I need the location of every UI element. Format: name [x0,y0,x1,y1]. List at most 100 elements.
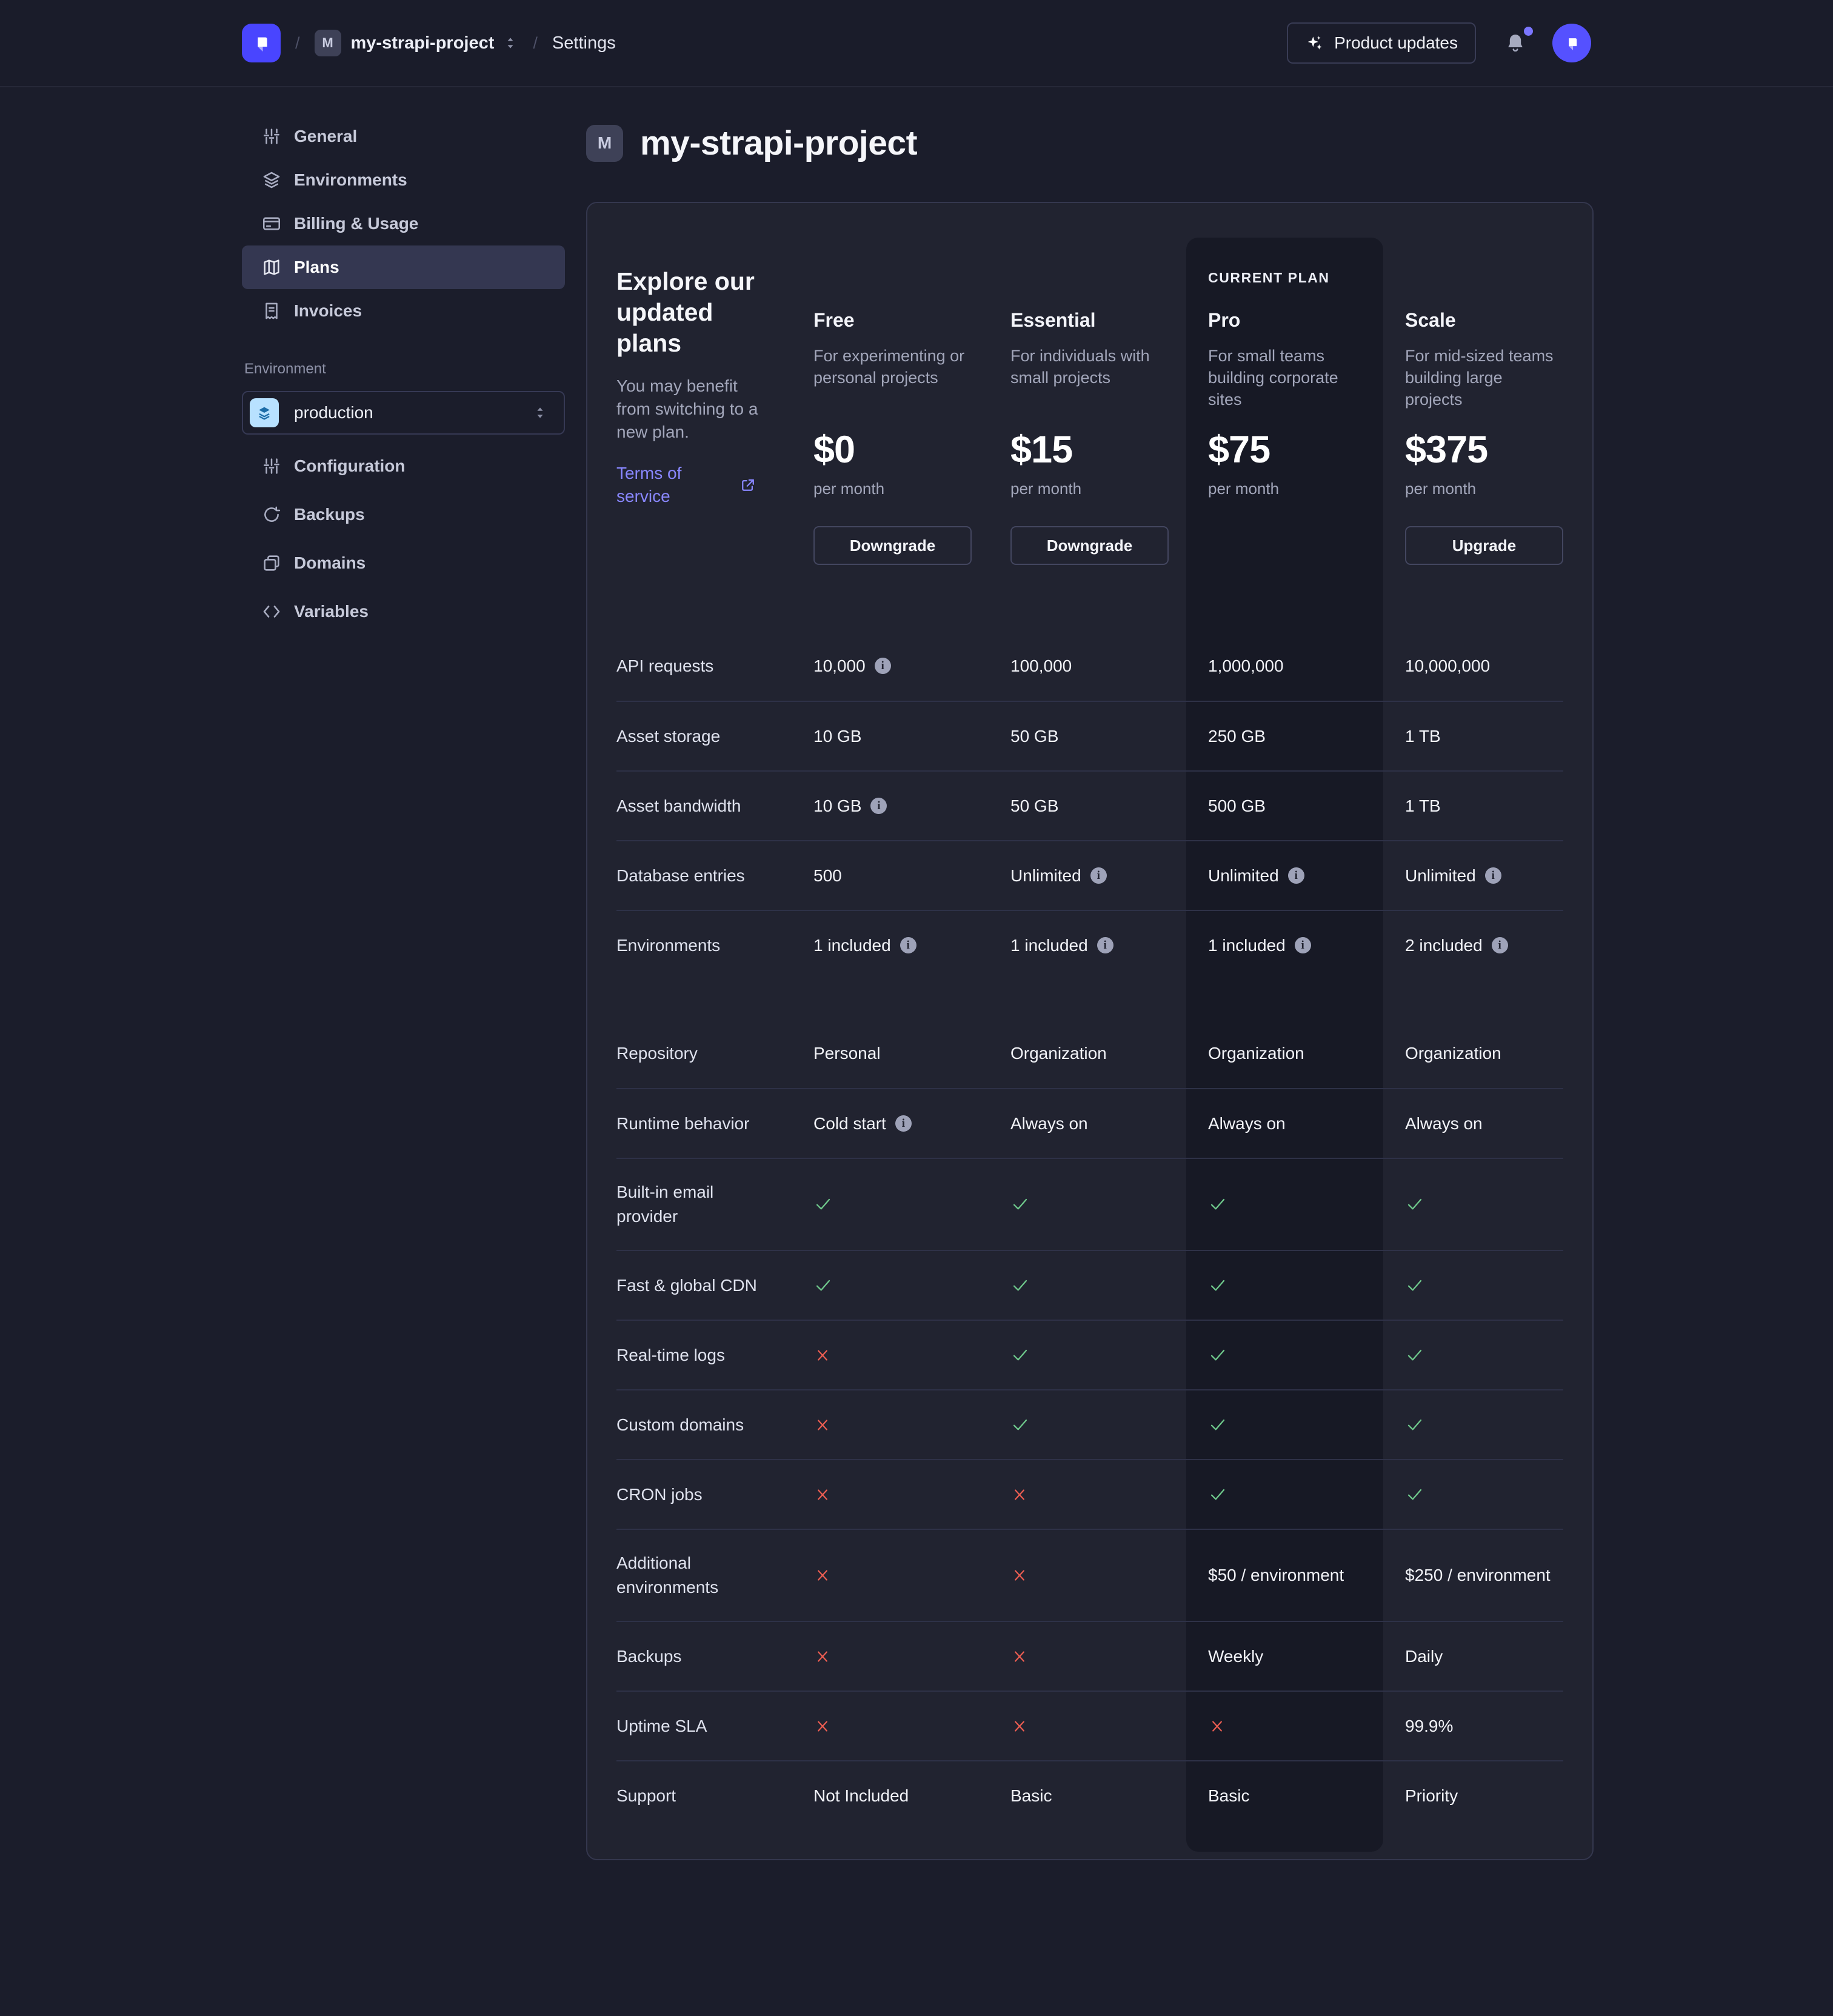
feature-label: Backups [616,1646,682,1666]
feature-label: Asset storage [616,726,721,746]
feature-value-text: Daily [1405,1646,1443,1666]
feature-row: Fast & global CDN [616,1250,1563,1320]
check-icon [1407,1489,1422,1500]
feature-value-text: 100,000 [1010,656,1072,675]
code-icon [263,606,280,618]
info-icon[interactable]: i [1491,937,1508,953]
cross-icon [818,1720,827,1732]
feature-value: 10,000,000 [1405,656,1563,676]
sidebar-item-general[interactable]: General [242,115,565,158]
sidebar-item-invoices[interactable]: Invoices [242,289,565,333]
plans-intro-title: Explore our updated plans [616,267,755,357]
info-icon[interactable]: i [895,1115,912,1132]
product-updates-button[interactable]: Product updates [1287,22,1476,64]
sidebar-item-billing-usage[interactable]: Billing & Usage [242,202,565,245]
feature-row: Built-in email provider [616,1158,1563,1250]
feature-value [1405,1415,1563,1435]
feature-value: 10 GB i [813,796,1010,816]
feature-label: Support [616,1786,676,1805]
cross-icon [1015,1489,1024,1500]
avatar[interactable] [1552,24,1591,62]
chevron-updown-icon [537,407,543,418]
check-icon [1013,1349,1027,1360]
feature-value-text: Not Included [813,1786,909,1805]
plan-price: $0 [813,429,855,471]
downgrade-button-free[interactable]: Downgrade [813,526,972,565]
feature-value: 1 TB [1405,727,1563,746]
sidebar-item-plans[interactable]: Plans [242,245,565,289]
current-plan-highlight [1186,238,1383,1852]
sidebar-item-label: Variables [294,602,369,621]
sidebar-item-label: General [294,127,358,145]
feature-row: Support Not Included Basic Basic Priority [616,1760,1563,1830]
info-icon[interactable]: i [1484,867,1501,884]
info-icon[interactable]: i [1287,867,1304,884]
layers-icon [259,407,270,420]
feature-value [813,1416,1010,1434]
feature-value: 50 GB [1010,796,1208,816]
feature-value [1405,1346,1563,1365]
feature-row: Uptime SLA 99.9% [616,1691,1563,1760]
feature-label: Additional environments [616,1554,719,1597]
plans-header: Explore our updated plans You may benefi… [587,203,1592,631]
feature-value [1405,1485,1563,1504]
breadcrumb-project[interactable]: M my-strapi-project [314,30,519,56]
downgrade-button-essential[interactable]: Downgrade [1010,526,1169,565]
cross-icon [818,1489,827,1500]
notifications-button[interactable] [1504,27,1533,55]
chevron-updown-icon[interactable] [502,35,518,51]
check-icon [1407,1419,1422,1430]
info-icon[interactable]: i [874,658,891,674]
feature-value-text: 2 included [1405,935,1483,955]
strapi-logo[interactable] [242,24,281,62]
feature-value-text: 1 included [813,935,891,955]
map-icon [264,259,279,275]
feature-value: Unlimited i [1010,866,1208,886]
info-icon[interactable]: i [1097,937,1113,953]
sidebar: General Environments Billing & Usage Pla… [242,115,565,633]
sidebar-item-environments[interactable]: Environments [242,158,565,202]
feature-value: 1,000,000 [1208,656,1405,676]
info-icon[interactable]: i [900,937,916,953]
plan-column-free: Free For experimenting or personal proje… [813,203,1010,631]
feature-value [1010,1346,1208,1365]
environment-select[interactable]: production [242,391,565,435]
sidebar-item-domains[interactable]: Domains [242,541,565,585]
info-icon[interactable]: i [870,798,887,814]
info-icon[interactable]: i [1090,867,1107,884]
feature-value-text: 1 included [1208,935,1286,955]
feature-row: Environments 1 included i 1 included i 1 incl… [616,910,1563,980]
feature-value [813,1566,1010,1584]
terms-of-service-link[interactable]: Terms of service [616,464,682,506]
plan-description: For experimenting or personal projects [813,347,965,387]
feature-value [1208,1195,1405,1214]
feature-value: 99.9% [1405,1717,1563,1736]
breadcrumb-settings[interactable]: Settings [552,33,616,53]
feature-value: $250 / environment [1405,1566,1563,1585]
sidebar-item-label: Billing & Usage [294,214,419,233]
sidebar-item-label: Domains [294,553,366,572]
feature-value [1010,1486,1208,1504]
refresh-icon [264,506,281,522]
external-link-icon[interactable] [739,476,757,494]
feature-value [813,1276,1010,1295]
notification-dot [1524,27,1533,36]
plan-period: per month [1010,479,1082,498]
feature-value [1010,1647,1208,1666]
feature-label: Fast & global CDN [616,1275,757,1295]
sliders-icon [264,458,279,474]
feature-value-text: 50 GB [1010,726,1059,746]
sidebar-item-configuration[interactable]: Configuration [242,444,565,488]
feature-value-text: 500 [813,866,842,885]
sidebar-item-backups[interactable]: Backups [242,493,565,536]
feature-value-text: Personal [813,1043,881,1063]
page-title: my-strapi-project [640,124,918,162]
feature-label: Environments [616,935,721,955]
sidebar-item-variables[interactable]: Variables [242,590,565,633]
cross-icon [1015,1651,1024,1662]
environment-section-label: Environment [244,361,326,377]
upgrade-button-scale[interactable]: Upgrade [1405,526,1563,565]
feature-value: Daily [1405,1647,1563,1666]
product-updates-label: Product updates [1334,33,1458,52]
info-icon[interactable]: i [1294,937,1311,953]
